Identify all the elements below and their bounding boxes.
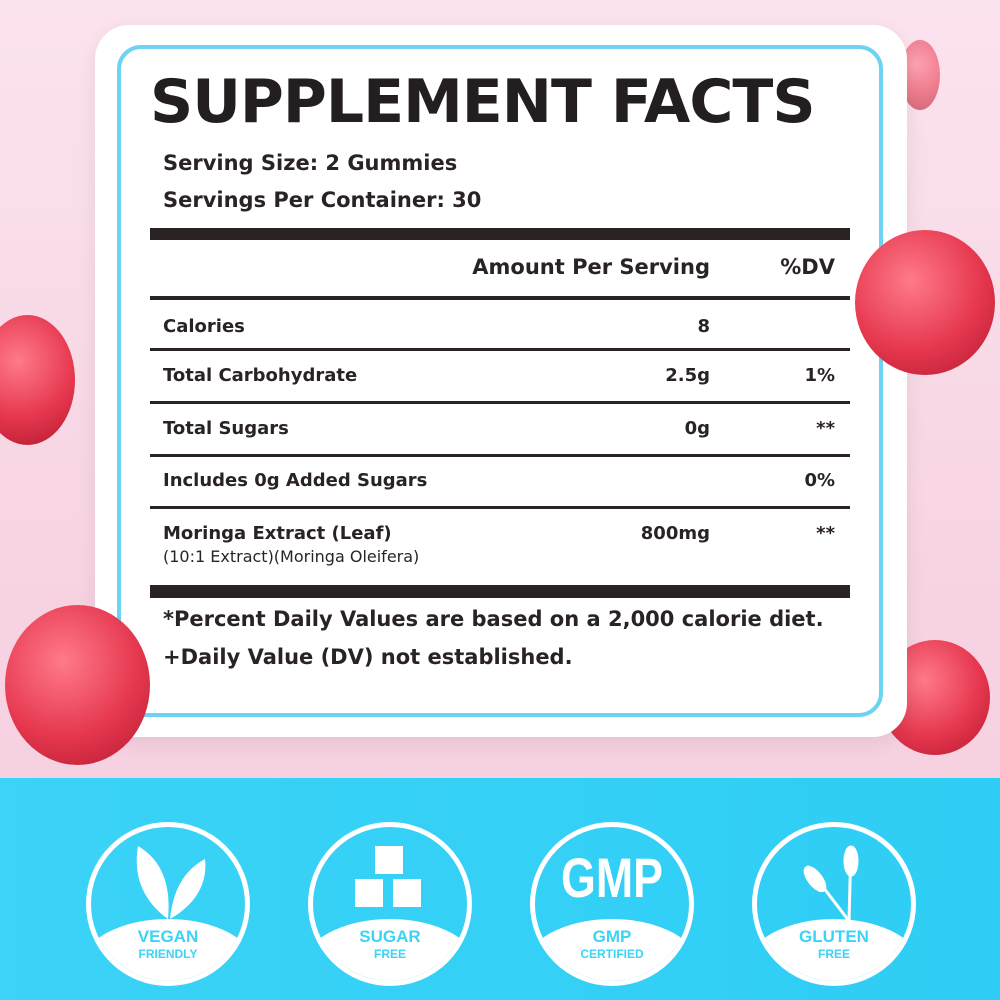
supplement-facts-card: SUPPLEMENT FACTS Serving Size: 2 Gummies… [95, 25, 907, 737]
raspberry-decoration [5, 605, 150, 765]
divider [150, 348, 850, 351]
badge-dome [313, 919, 467, 981]
nutrient-amount: 2.5g [665, 365, 710, 386]
footnote: +Daily Value (DV) not established. [163, 645, 573, 669]
nutrient-dv: ** [816, 418, 835, 439]
badge-label: SUGAR [359, 927, 421, 946]
nutrient-row: Total Carbohydrate 2.5g 1% [163, 365, 835, 386]
serving-size: Serving Size: 2 Gummies [163, 151, 458, 175]
badge-dome [757, 919, 911, 981]
badge-label: GMP [592, 927, 632, 946]
label-border [117, 45, 883, 717]
nutrient-dv: 1% [804, 365, 835, 386]
raspberry-decoration [855, 230, 995, 375]
nutrient-subtext: (10:1 Extract)(Moringa Oleifera) [163, 547, 420, 566]
nutrient-amount: 800mg [640, 523, 710, 544]
nutrient-row: Includes 0g Added Sugars 0% [163, 470, 835, 491]
nutrient-amount: 0g [684, 418, 710, 439]
nutrient-row: Moringa Extract (Leaf) (10:1 Extract)(Mor… [163, 523, 835, 566]
nutrient-name: Moringa Extract (Leaf) [163, 523, 392, 544]
divider-thick [150, 585, 850, 598]
divider [150, 401, 850, 404]
badge-sugar-free: SUGAR FREE [308, 822, 472, 986]
nutrient-name: Calories [163, 316, 245, 337]
nutrient-row: Calories 8 [163, 316, 835, 337]
badge-dome [91, 919, 245, 981]
nutrient-dv: 0% [804, 470, 835, 491]
nutrient-name: Total Carbohydrate [163, 365, 358, 386]
nutrient-name: Includes 0g Added Sugars [163, 470, 428, 491]
nutrient-dv: ** [816, 523, 835, 544]
nutrient-row: Total Sugars 0g ** [163, 418, 835, 439]
badge-gluten-free: GLUTEN FREE [752, 822, 916, 986]
label-title: SUPPLEMENT FACTS [150, 67, 816, 137]
badge-dome [535, 919, 689, 981]
raspberry-decoration [0, 315, 75, 445]
nutrient-amount: 8 [697, 316, 710, 337]
divider [150, 454, 850, 457]
badge-label: VEGAN [137, 927, 199, 946]
amount-header: Amount Per Serving [472, 255, 710, 279]
nutrient-name: Total Sugars [163, 418, 289, 439]
sugar-cubes-icon [355, 846, 421, 907]
badge-sublabel: FREE [373, 947, 406, 961]
servings-per-container: Servings Per Container: 30 [163, 188, 482, 212]
badge-sublabel: FREE [817, 947, 850, 961]
divider [150, 296, 850, 300]
footnote: *Percent Daily Values are based on a 2,0… [163, 607, 824, 631]
divider-thick [150, 228, 850, 240]
gmp-text-icon: GMP [560, 846, 664, 909]
dv-header: %DV [780, 255, 835, 279]
badge-sublabel: FRIENDLY [138, 947, 198, 961]
badge-gmp: GMP GMP CERTIFIED [530, 822, 694, 986]
badge-vegan: VEGAN FRIENDLY [86, 822, 250, 986]
badge-sublabel: CERTIFIED [580, 947, 644, 961]
wheat-icon [803, 845, 859, 921]
divider [150, 506, 850, 509]
badge-label: GLUTEN [799, 927, 869, 946]
leaf-icon [136, 846, 206, 919]
